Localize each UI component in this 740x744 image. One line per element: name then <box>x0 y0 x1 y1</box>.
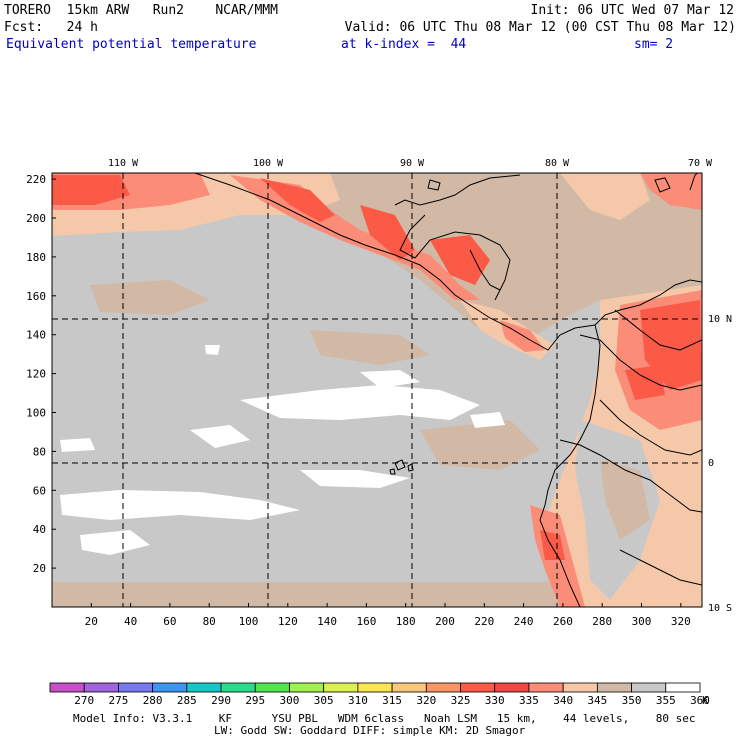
x-tick-label: 240 <box>514 615 534 628</box>
x-tick-label: 260 <box>553 615 573 628</box>
colorbar-label: 305 <box>314 694 334 707</box>
y-tick-label: 200 <box>26 212 46 225</box>
y-tick-label: 140 <box>26 329 46 342</box>
y-tick-label: 80 <box>33 445 46 458</box>
x-tick-label: 300 <box>632 615 652 628</box>
x-tick-label: 100 <box>239 615 259 628</box>
x-tick-label: 40 <box>124 615 137 628</box>
forecast-hour: Fcst: 24 h <box>4 20 98 35</box>
x-tick-label: 320 <box>671 615 691 628</box>
lon-label: 110 W <box>108 158 139 169</box>
lat-label: 10 N <box>708 314 732 325</box>
field-name: Equivalent potential temperature <box>6 37 257 52</box>
model-info: Model Info: V3.3.1 KF YSU PBL WDM 6class… <box>73 712 696 725</box>
lat-label: 10 S <box>708 603 732 614</box>
colorbar-swatch <box>631 682 667 693</box>
x-tick-label: 160 <box>356 615 376 628</box>
y-tick-label: 180 <box>26 251 46 264</box>
y-tick-label: 220 <box>26 173 46 186</box>
colorbar-label: 285 <box>177 694 197 707</box>
lon-label: 70 W <box>688 158 713 169</box>
x-tick-label: 20 <box>85 615 98 628</box>
valid-time: Valid: 06 UTC Thu 08 Mar 12 (00 CST Thu … <box>344 20 736 35</box>
colorbar-label: 325 <box>451 694 471 707</box>
init-time: Init: 06 UTC Wed 07 Mar 12 <box>530 3 735 18</box>
colorbar-swatch <box>49 682 85 693</box>
colorbar-label: 290 <box>211 694 231 707</box>
coastlines <box>194 173 702 607</box>
x-tick-label: 120 <box>278 615 298 628</box>
smoothing-label: sm= 2 <box>634 37 674 52</box>
colorbar-swatch <box>357 682 393 693</box>
colorbar-swatch <box>118 682 154 693</box>
colorbar-label: 295 <box>245 694 265 707</box>
lat-label: 0 <box>708 458 714 469</box>
graticule <box>52 173 702 607</box>
colorbar-swatch <box>562 682 598 693</box>
colorbar-swatch <box>323 682 359 693</box>
colorbar-label: 300 <box>280 694 300 707</box>
colorbar-label: 330 <box>485 694 505 707</box>
y-tick-label: 60 <box>33 484 46 497</box>
colorbar-label: 280 <box>143 694 163 707</box>
colorbar-swatch <box>425 682 461 693</box>
axis-ticks <box>52 178 682 607</box>
colorbar-label: 345 <box>587 694 607 707</box>
colorbar-swatch <box>186 682 222 693</box>
colorbar-swatch <box>83 682 119 693</box>
y-tick-label: 120 <box>26 368 46 381</box>
lon-label: 100 W <box>253 158 284 169</box>
x-tick-label: 220 <box>474 615 494 628</box>
colorbar-label: 335 <box>519 694 539 707</box>
colorbar-swatch <box>152 682 188 693</box>
colorbar-label: 350 <box>622 694 642 707</box>
colorbar-swatch <box>391 682 427 693</box>
x-tick-label: 280 <box>592 615 612 628</box>
y-tick-label: 40 <box>33 523 46 536</box>
y-tick-labels: 220 200 180 160 140 120 100 80 60 40 20 <box>26 173 46 575</box>
colorbar-swatch <box>596 682 632 693</box>
y-tick-label: 20 <box>33 562 46 575</box>
lon-label: 90 W <box>400 158 425 169</box>
colorbar-unit: K <box>702 694 709 707</box>
colorbar-labels: 270 275 280 285 290 295 300 305 310 315 320 325 330 3… <box>74 694 710 707</box>
lat-labels: 10 N 0 10 S <box>708 314 732 614</box>
physics-info: LW: Godd SW: Goddard DIFF: simple KM: 2D… <box>214 724 526 737</box>
lon-labels: 110 W 100 W 90 W 80 W 70 W <box>108 158 713 169</box>
lon-label: 80 W <box>545 158 570 169</box>
colorbar <box>49 682 701 693</box>
colorbar-label: 310 <box>348 694 368 707</box>
colorbar-swatch <box>665 682 701 693</box>
colorbar-label: 340 <box>553 694 573 707</box>
level-index: at k-index = 44 <box>341 37 467 52</box>
colorbar-label: 360 <box>690 694 710 707</box>
colorbar-label: 355 <box>656 694 676 707</box>
colorbar-label: 275 <box>108 694 128 707</box>
colorbar-label: 320 <box>416 694 436 707</box>
colorbar-swatch <box>254 682 290 693</box>
colorbar-label: 315 <box>382 694 402 707</box>
colorbar-swatch <box>220 682 256 693</box>
colorbar-swatch <box>494 682 530 693</box>
x-tick-label: 180 <box>396 615 416 628</box>
y-tick-label: 100 <box>26 407 46 420</box>
theta-e-field <box>52 173 702 607</box>
colorbar-swatch <box>460 682 496 693</box>
colorbar-label: 270 <box>74 694 94 707</box>
x-tick-label: 60 <box>163 615 176 628</box>
map-frame <box>51 172 703 608</box>
colorbar-swatch <box>528 682 564 693</box>
x-tick-label: 140 <box>317 615 337 628</box>
model-run-title: TORERO 15km ARW Run2 NCAR/MMM <box>4 3 278 18</box>
y-tick-label: 160 <box>26 290 46 303</box>
x-tick-label: 80 <box>203 615 216 628</box>
x-tick-label: 200 <box>435 615 455 628</box>
x-tick-labels: 20 40 60 80 100 120 140 160 180 200 220 240 260 280 30… <box>85 615 691 628</box>
colorbar-swatch <box>289 682 325 693</box>
